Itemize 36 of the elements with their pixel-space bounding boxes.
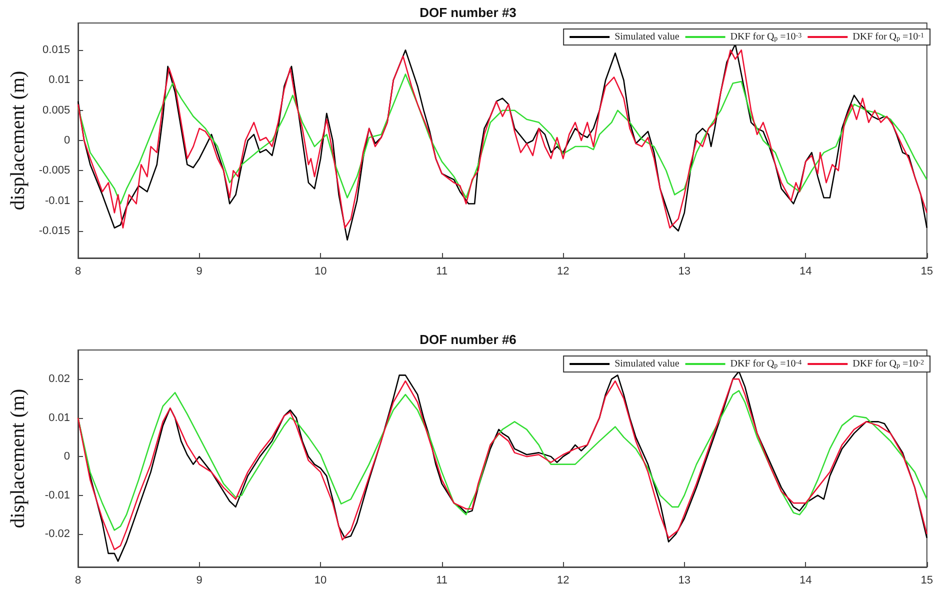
x-tick-label: 11 <box>436 266 448 278</box>
x-tick-label: 11 <box>436 574 448 586</box>
x-tick-label: 13 <box>678 574 690 586</box>
x-tick-label: 14 <box>799 574 812 586</box>
y-axis-title: displacement (m) <box>7 70 29 210</box>
y-tick-label: 0 <box>64 134 70 146</box>
x-tick-label: 14 <box>800 266 812 278</box>
x-tick-label: 15 <box>920 266 934 278</box>
y-tick-label: 0.01 <box>48 74 70 86</box>
x-tick-label: 12 <box>556 574 570 586</box>
y-tick-label: 0 <box>64 450 70 463</box>
y-tick-label: -0.005 <box>38 164 70 177</box>
x-tick-label: 8 <box>75 266 82 278</box>
x-tick-label: 10 <box>314 574 327 586</box>
line-series <box>77 74 928 204</box>
x-tick-label: 13 <box>678 266 690 278</box>
legend-label: Simulated value <box>614 32 680 42</box>
y-tick-label: 0.005 <box>42 104 70 116</box>
x-tick-label: 10 <box>314 266 327 278</box>
y-tick-label: -0.01 <box>45 194 70 207</box>
y-tick-label: -0.015 <box>38 224 70 237</box>
x-tick-label: 8 <box>74 574 82 586</box>
x-tick-label: 12 <box>556 266 570 278</box>
y-tick-label: 0.01 <box>48 412 70 424</box>
line-series <box>77 390 928 531</box>
y-axis-title: displacement (m) <box>7 388 29 528</box>
y-tick-label: 0.02 <box>48 373 70 386</box>
y-tick-label: -0.02 <box>44 528 70 540</box>
y-tick-label: -0.01 <box>44 489 70 502</box>
x-tick-label: 9 <box>196 574 202 586</box>
y-tick-label: 0.015 <box>42 44 70 56</box>
x-tick-label: 9 <box>196 266 202 278</box>
legend-label: Simulated value <box>614 358 680 370</box>
chart-title: DOF number #6 <box>420 332 516 347</box>
chart-title: DOF number #3 <box>420 5 516 20</box>
x-tick-label: 15 <box>920 574 934 586</box>
